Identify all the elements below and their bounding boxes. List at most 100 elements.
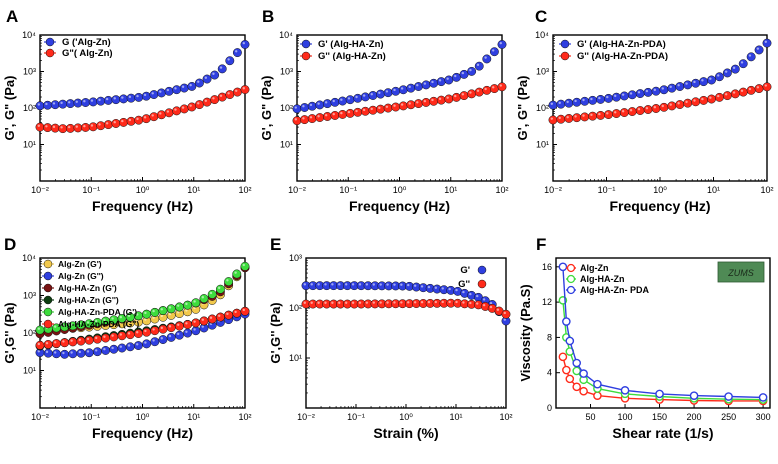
point-highlight	[197, 80, 200, 83]
point-highlight	[160, 314, 163, 318]
point-highlight	[724, 93, 728, 96]
data-point	[436, 95, 446, 105]
point-highlight	[83, 100, 86, 103]
point-highlight	[52, 102, 56, 105]
legend-label: G ('Alg-Zn)	[62, 37, 111, 48]
data-point	[683, 98, 693, 108]
point-highlight	[136, 331, 139, 334]
data-point	[43, 348, 53, 358]
point-highlight	[358, 283, 362, 286]
data-point	[667, 83, 677, 93]
x-tick-label: 200	[687, 412, 702, 422]
data-point	[489, 84, 499, 94]
data-point	[174, 302, 184, 312]
point-highlight	[86, 321, 90, 324]
data-point	[35, 122, 45, 132]
point-highlight	[103, 347, 106, 351]
data-point	[141, 114, 151, 124]
data-point	[558, 262, 568, 272]
x-tick-label: 10⁻²	[544, 185, 562, 195]
y-tick-label: 10¹	[23, 140, 36, 150]
point-highlight	[598, 112, 601, 116]
data-point	[707, 94, 716, 104]
x-tick-label: 10⁻²	[288, 185, 306, 195]
data-point	[580, 112, 590, 122]
data-point	[635, 89, 645, 99]
point-highlight	[317, 283, 320, 286]
point-highlight	[143, 116, 147, 119]
data-point	[172, 85, 182, 95]
point-highlight	[168, 306, 172, 309]
data-point	[232, 87, 242, 97]
point-highlight	[70, 351, 73, 354]
point-highlight	[637, 108, 641, 111]
point-highlight	[677, 84, 680, 87]
inset-photo-text: ZUMS	[727, 268, 754, 278]
data-point	[111, 119, 121, 128]
point-highlight	[181, 85, 185, 88]
y-tick-label: 10¹	[280, 140, 293, 150]
point-highlight	[355, 109, 358, 113]
point-highlight	[227, 92, 230, 95]
data-point	[620, 386, 630, 395]
point-highlight	[461, 71, 465, 75]
point-highlight	[558, 101, 561, 105]
point-highlight	[492, 49, 495, 52]
point-highlight	[242, 308, 245, 312]
legend-marker	[477, 279, 487, 289]
data-point	[675, 82, 685, 91]
data-point	[643, 105, 653, 114]
point-highlight	[235, 50, 238, 53]
data-point	[73, 98, 83, 108]
x-axis-label: Strain (%)	[373, 425, 438, 441]
point-highlight	[629, 109, 633, 112]
point-highlight	[86, 337, 90, 341]
x-tick-label: 10¹	[449, 412, 462, 422]
point-highlight	[143, 93, 147, 97]
legend-label: Alg-HA-Zn (G')	[58, 283, 117, 293]
point-highlight	[441, 287, 444, 290]
y-tick-label: 4	[547, 368, 552, 378]
point-highlight	[431, 98, 434, 102]
data-point	[338, 109, 348, 119]
point-highlight	[653, 106, 657, 109]
data-point	[232, 308, 242, 318]
point-highlight	[344, 301, 348, 304]
point-highlight	[242, 87, 245, 90]
point-highlight	[489, 301, 493, 305]
data-point	[596, 94, 606, 104]
x-tick-label: 10²	[495, 185, 508, 195]
point-highlight	[393, 283, 396, 286]
point-highlight	[407, 283, 410, 287]
data-point	[345, 95, 355, 105]
point-highlight	[462, 290, 465, 294]
point-highlight	[62, 340, 65, 343]
point-highlight	[499, 84, 502, 87]
point-highlight	[144, 318, 147, 321]
data-point	[762, 82, 772, 92]
data-point	[191, 318, 201, 328]
point-highlight	[606, 112, 609, 115]
data-point	[225, 56, 235, 66]
data-point	[315, 113, 325, 122]
y-axis-label: G', G" (Pa)	[515, 76, 530, 141]
x-tick-label: 10⁻²	[297, 412, 315, 422]
data-point	[292, 116, 302, 126]
data-point	[444, 94, 454, 104]
x-tick-label: 10⁻²	[31, 412, 49, 422]
y-axis-label: G', G" (Pa)	[2, 76, 17, 141]
point-highlight	[95, 349, 98, 352]
data-point	[76, 348, 86, 358]
data-point	[157, 88, 166, 98]
point-highlight	[111, 334, 114, 337]
point-highlight	[189, 104, 192, 107]
data-point	[126, 116, 136, 126]
point-highlight	[294, 118, 297, 121]
data-point	[84, 335, 94, 345]
data-point	[60, 349, 70, 359]
panel-a: A 10⁻² 10⁻¹ 10⁰ 10¹ 10² 10¹ 10² 10³ 10⁴ Frequency …	[2, 7, 252, 214]
point-highlight	[645, 89, 649, 93]
point-highlight	[748, 87, 752, 91]
data-point	[421, 80, 431, 90]
point-highlight	[748, 54, 752, 57]
